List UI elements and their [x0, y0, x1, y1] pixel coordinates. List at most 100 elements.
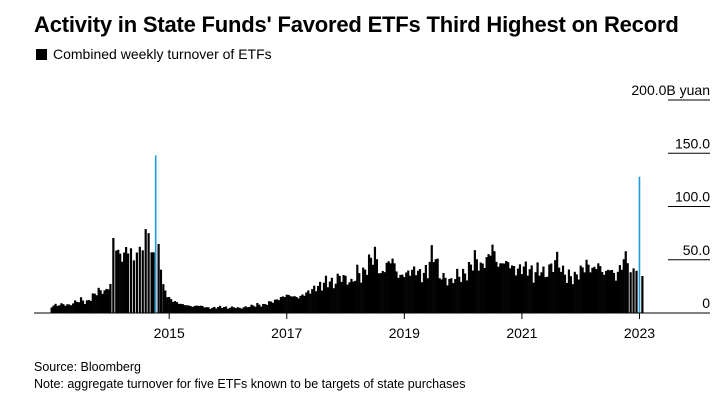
bar	[159, 269, 163, 313]
bar	[132, 260, 136, 313]
bar	[234, 308, 237, 313]
bar	[518, 264, 522, 313]
bar	[542, 266, 545, 313]
bar	[324, 275, 328, 313]
bar	[179, 303, 183, 313]
bar	[440, 279, 443, 313]
bar	[499, 263, 502, 313]
bar	[79, 297, 83, 313]
bar	[556, 251, 559, 313]
bar	[342, 274, 345, 313]
bar	[538, 275, 541, 313]
bar	[185, 305, 188, 313]
bar	[246, 307, 249, 313]
bar	[448, 279, 451, 313]
bar	[97, 287, 100, 313]
bar	[532, 282, 535, 313]
bar	[273, 299, 277, 313]
bar	[593, 266, 596, 313]
bar	[534, 272, 537, 313]
bar	[503, 263, 506, 313]
bar	[509, 268, 512, 313]
bar	[571, 284, 574, 313]
bar	[414, 275, 418, 313]
bar	[622, 259, 625, 313]
bar	[493, 251, 496, 313]
bar	[64, 305, 67, 313]
bar	[391, 258, 394, 313]
bar	[446, 285, 449, 313]
bar	[209, 308, 212, 313]
bar	[109, 283, 112, 313]
bar	[632, 268, 635, 313]
bar	[362, 267, 365, 313]
bar	[166, 297, 169, 313]
bar	[207, 307, 210, 313]
bar	[626, 263, 629, 313]
bar	[424, 264, 427, 313]
bar	[528, 269, 531, 313]
bar	[452, 283, 455, 313]
bar	[238, 307, 241, 313]
bar	[348, 282, 351, 313]
bar	[432, 262, 435, 313]
bar	[268, 301, 271, 313]
x-tick-label: 2023	[624, 325, 655, 341]
bar	[183, 305, 186, 313]
bar	[215, 308, 218, 313]
bar	[147, 233, 150, 313]
bar	[462, 268, 465, 313]
bar	[309, 293, 312, 313]
bar	[456, 268, 459, 313]
bar	[129, 248, 133, 313]
bar	[616, 271, 620, 313]
bar	[530, 265, 533, 313]
y-tick-label: 100.0	[675, 189, 710, 205]
bar	[575, 274, 578, 313]
bar	[635, 270, 638, 313]
bar	[191, 306, 194, 313]
bar	[597, 263, 600, 313]
bar	[54, 303, 57, 313]
bar	[226, 308, 230, 313]
bar	[454, 279, 457, 313]
bar	[303, 295, 306, 313]
bar	[512, 266, 516, 313]
bar	[283, 296, 286, 313]
bar	[189, 306, 192, 313]
bar	[577, 279, 580, 313]
bar	[248, 306, 251, 313]
bar	[320, 290, 324, 313]
bar	[581, 267, 584, 313]
bar	[450, 278, 453, 313]
bar	[162, 284, 165, 313]
bar	[420, 282, 424, 313]
bar	[201, 305, 204, 313]
bar	[60, 303, 63, 313]
bar	[409, 275, 412, 313]
bar	[62, 304, 65, 313]
bar	[397, 277, 400, 313]
bar	[471, 270, 475, 313]
bar	[389, 263, 392, 313]
bar	[326, 287, 330, 313]
bar	[487, 254, 490, 313]
bar	[520, 274, 523, 313]
bar	[117, 249, 120, 313]
bar	[135, 252, 138, 313]
bar	[299, 295, 302, 313]
bar	[83, 303, 87, 313]
bar	[330, 277, 333, 313]
bar	[426, 278, 429, 313]
bar	[271, 302, 275, 313]
bar	[430, 245, 433, 313]
bar	[266, 304, 269, 313]
bar	[473, 250, 476, 313]
bar	[442, 272, 445, 313]
bar	[379, 273, 382, 313]
bar	[244, 306, 247, 313]
bar	[618, 265, 621, 313]
y-tick-labels: 0 50.0 100.0 150.0 200.0B yuan	[631, 82, 710, 311]
x-tick-label: 2015	[154, 325, 185, 341]
bar	[199, 305, 202, 313]
